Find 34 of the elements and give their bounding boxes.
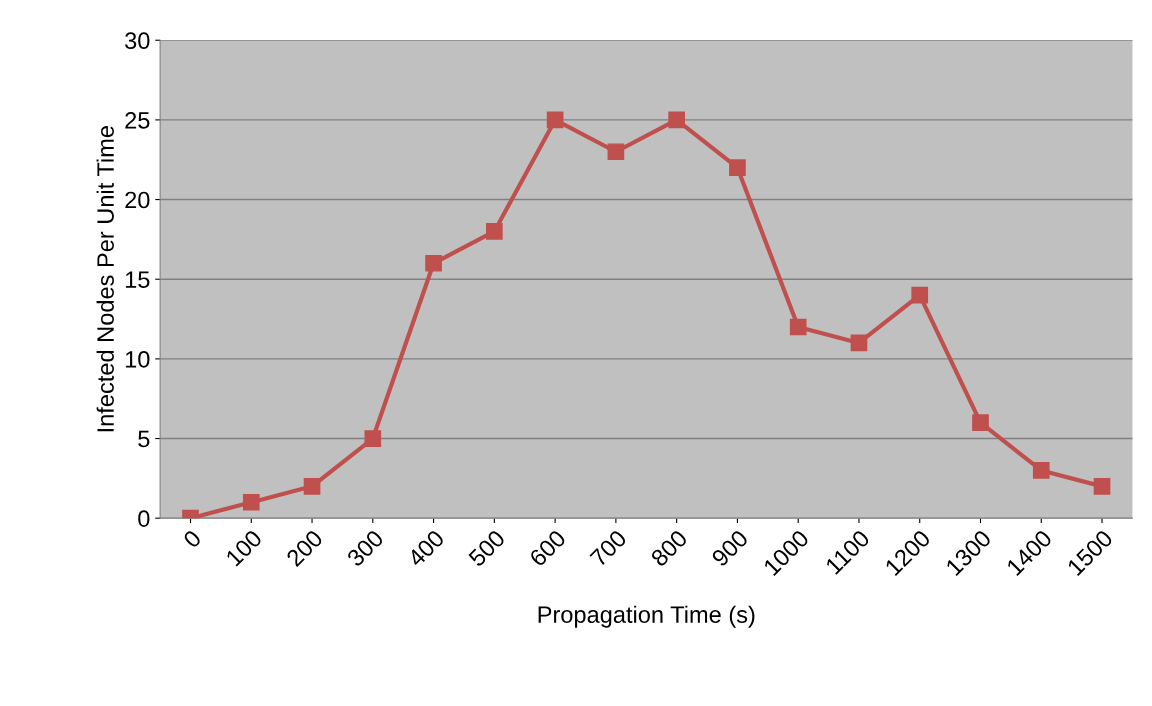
x-axis-title: Propagation Time (s) xyxy=(538,605,755,628)
point xyxy=(607,143,625,161)
point xyxy=(425,254,442,272)
x-tick-label: 800 xyxy=(649,529,689,568)
x-tick-label: 700 xyxy=(589,529,628,568)
point xyxy=(364,430,382,447)
point xyxy=(303,478,321,495)
x-tick-label: 300 xyxy=(346,529,385,568)
point xyxy=(668,111,685,129)
x-tick-label: 0 xyxy=(182,529,203,549)
x-tick-label: 200 xyxy=(285,529,324,568)
point xyxy=(972,414,989,431)
x-tick-label: 600 xyxy=(528,529,567,568)
y-tick-label: 30 xyxy=(125,32,150,50)
point xyxy=(242,493,260,511)
x-tick-label: 100 xyxy=(225,529,263,567)
y-tick-label: 15 xyxy=(125,271,150,289)
point xyxy=(486,223,503,240)
point xyxy=(1093,478,1111,495)
y-tick-label: 20 xyxy=(125,191,150,209)
point xyxy=(1032,462,1050,479)
point xyxy=(850,334,868,352)
point xyxy=(546,111,564,129)
point xyxy=(789,318,807,336)
y-tick-label: 25 xyxy=(125,111,150,129)
y-tick-label: 0 xyxy=(138,510,150,527)
y-tick-label: 5 xyxy=(138,430,150,448)
point xyxy=(729,159,746,177)
x-tick-label: 900 xyxy=(710,529,750,568)
y-tick-label: 10 xyxy=(125,350,150,368)
y-axis-title: Infected Nodes Per Unit Time xyxy=(96,126,114,432)
x-tick-label: 400 xyxy=(406,529,446,568)
x-tick-label: 500 xyxy=(467,529,506,568)
point xyxy=(911,286,929,304)
